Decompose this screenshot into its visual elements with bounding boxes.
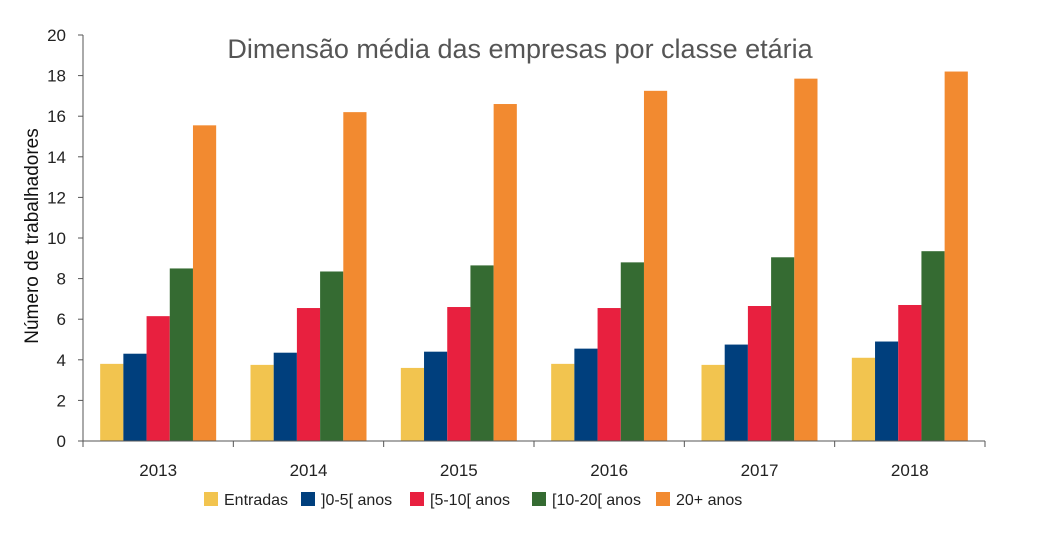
y-tick-label: 8 xyxy=(57,270,66,289)
bar xyxy=(921,251,945,441)
legend-swatch xyxy=(204,492,218,506)
legend-label: [5-10[ anos xyxy=(430,492,510,509)
bars-group xyxy=(100,71,968,442)
bar xyxy=(551,363,575,441)
y-tick-label: 10 xyxy=(47,229,66,248)
bar xyxy=(493,104,517,442)
x-tick-label: 2015 xyxy=(440,461,478,480)
legend-label: ]0-5[ anos xyxy=(321,492,392,509)
bar xyxy=(944,71,968,441)
bar xyxy=(400,367,425,441)
legend-label: [10-20[ anos xyxy=(552,492,641,509)
bar xyxy=(250,364,274,441)
bar xyxy=(747,306,772,441)
legend-swatch xyxy=(301,492,315,506)
bar xyxy=(620,262,644,441)
legend-label: 20+ anos xyxy=(676,492,742,509)
bar xyxy=(851,357,876,441)
bar xyxy=(146,316,170,441)
bar xyxy=(898,304,922,441)
bar xyxy=(343,112,367,441)
bar xyxy=(447,307,471,441)
y-tick-label: 18 xyxy=(47,67,66,86)
y-tick-label: 12 xyxy=(47,188,66,207)
legend: Entradas ]0-5[ anos [5-10[ anos [10-20[ ano… xyxy=(204,492,742,509)
y-axis: 0 2 4 6 8 10 12 14 16 18 20 xyxy=(47,26,84,451)
bar xyxy=(273,352,297,441)
bar xyxy=(574,348,598,441)
bar xyxy=(192,125,217,442)
bar xyxy=(296,308,321,441)
bar xyxy=(724,344,748,441)
legend-swatch xyxy=(410,492,424,506)
bar xyxy=(701,364,725,441)
y-tick-label: 14 xyxy=(47,148,66,167)
y-tick-label: 2 xyxy=(57,391,66,410)
legend-swatch xyxy=(532,492,546,506)
legend-swatch xyxy=(656,492,670,506)
bar xyxy=(794,78,818,442)
x-tick-label: 2018 xyxy=(891,461,929,480)
x-tick-label: 2013 xyxy=(139,461,177,480)
bar xyxy=(424,351,448,441)
bar xyxy=(100,363,124,441)
bar xyxy=(123,353,147,441)
x-tick-label: 2014 xyxy=(290,461,328,480)
bar xyxy=(169,268,193,441)
y-tick-label: 0 xyxy=(57,432,66,451)
x-tick-label: 2017 xyxy=(741,461,779,480)
x-tick-label: 2016 xyxy=(590,461,628,480)
bar xyxy=(320,271,344,441)
chart-title: Dimensão média das empresas por classe e… xyxy=(227,34,813,64)
x-axis: 2013 2014 2015 2016 2017 2018 xyxy=(82,440,986,480)
y-tick-label: 16 xyxy=(47,107,66,126)
bar xyxy=(597,308,621,441)
y-tick-label: 20 xyxy=(47,26,66,45)
bar xyxy=(470,265,494,441)
bar xyxy=(771,257,795,441)
y-axis-label: Número de trabalhadores xyxy=(22,128,43,343)
bar xyxy=(875,341,899,441)
y-tick-label: 4 xyxy=(57,351,66,370)
bar xyxy=(643,90,668,441)
legend-label: Entradas xyxy=(224,492,288,509)
y-tick-label: 6 xyxy=(57,310,66,329)
